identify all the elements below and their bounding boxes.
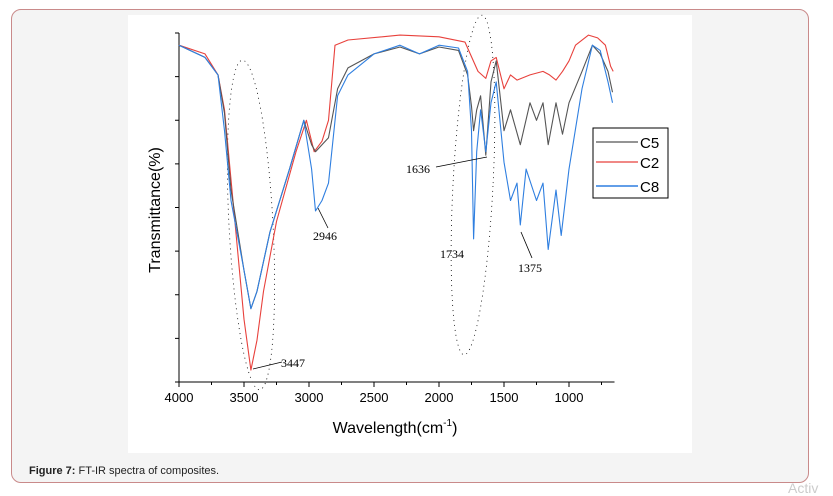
legend-label-c8: C8: [640, 179, 659, 196]
annotation-leader-1636: [435, 156, 488, 168]
axes: 4000 3500 3000 2500 2000 1500 1000: [165, 32, 615, 405]
annotation-leader-1375: [520, 231, 533, 259]
legend-label-c5: C5: [640, 135, 659, 152]
annotation-leader-2946: [317, 207, 329, 229]
annotations: 3447 2946 1636 1734 1375: [252, 156, 542, 370]
x-tick-label: 2000: [425, 390, 454, 405]
annotation-leader-3447: [252, 361, 283, 370]
figure-caption: Figure 7: FT-IR spectra of composites.: [29, 465, 219, 477]
series-line-c8: [178, 44, 614, 310]
activation-watermark: Activ: [788, 480, 819, 496]
x-tick-label: 4000: [165, 390, 194, 405]
annotation-1375: 1375: [518, 261, 542, 275]
annotation-2946: 2946: [313, 229, 337, 243]
series-lines: [178, 34, 614, 371]
x-tick-label: 2500: [360, 390, 389, 405]
x-axis-title: Wavelength(cm-1): [333, 418, 458, 437]
annotation-1734: 1734: [440, 247, 464, 261]
series-line-c2: [178, 34, 614, 371]
annotation-1636: 1636: [406, 162, 430, 176]
caption-text: FT-IR spectra of composites.: [75, 465, 220, 477]
y-axis-title: Transmittance(%): [147, 147, 164, 273]
x-axis-title-main: Wavelength(cm: [333, 420, 444, 437]
ftir-figure: [128, 15, 692, 453]
x-tick-label: 1500: [490, 390, 519, 405]
caption-label: Figure 7:: [29, 465, 76, 477]
highlight-ellipses: [226, 14, 496, 391]
legend-label-c2: C2: [640, 155, 659, 172]
x-tick-label: 3000: [295, 390, 324, 405]
annotation-3447: 3447: [281, 356, 305, 370]
x-axis-title-close: ): [452, 420, 457, 437]
x-tick-label: 1000: [555, 390, 584, 405]
carbonyl-region-ellipse: [450, 14, 496, 356]
x-axis-title-sup: -1: [443, 418, 452, 429]
legend: C5 C2 C8: [592, 127, 669, 199]
x-tick-label: 3500: [230, 390, 259, 405]
